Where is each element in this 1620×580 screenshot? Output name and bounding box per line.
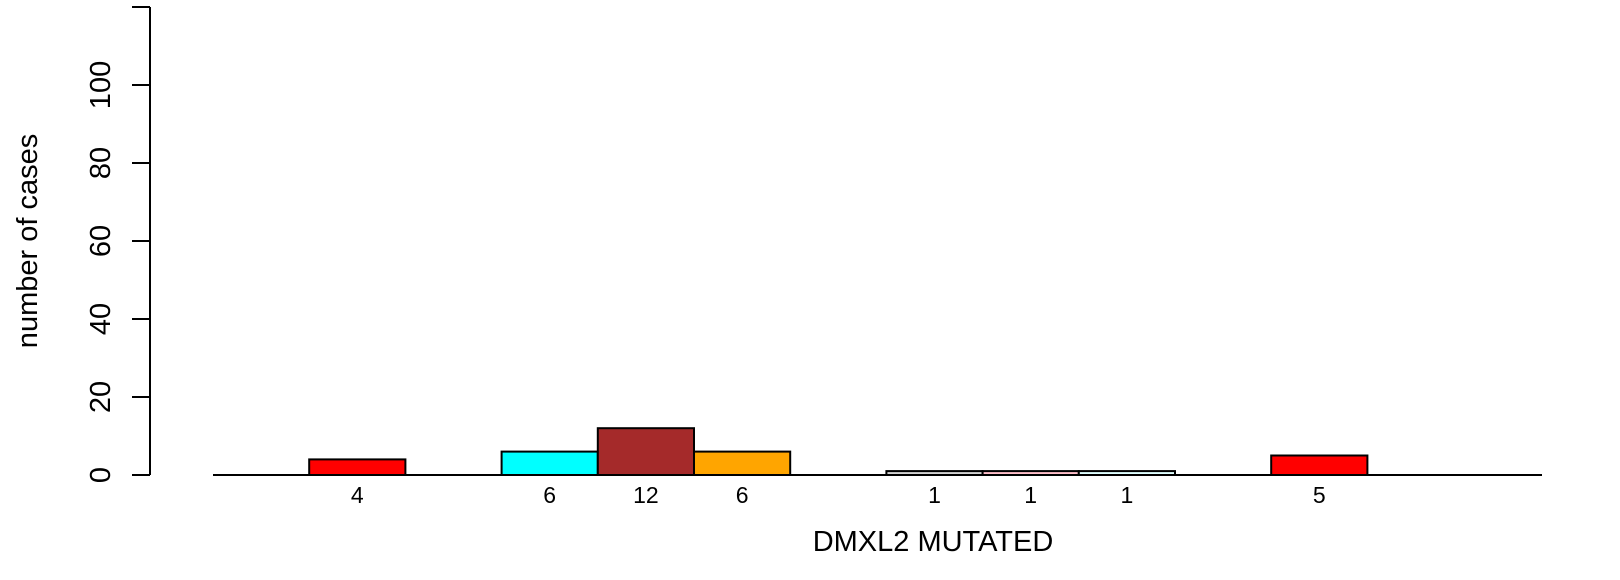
bar-value-label: 4 (351, 482, 364, 508)
y-tick-label: 100 (85, 61, 117, 109)
bar (308, 458, 407, 476)
bar (1270, 454, 1369, 476)
bar (500, 450, 599, 477)
y-tick-label: 60 (85, 225, 117, 257)
bar-labels: 4 6 12 6 1 1 1 5 (351, 482, 1326, 508)
bar (596, 427, 695, 477)
y-tick-label: 40 (85, 303, 117, 335)
bar (885, 470, 984, 477)
bar (1077, 470, 1177, 477)
bar-value-label: 1 (928, 482, 941, 508)
bar (693, 450, 792, 477)
y-tick-label: 0 (85, 467, 117, 483)
bar-value-label: 5 (1313, 482, 1326, 508)
bar-value-label: 6 (543, 482, 556, 508)
y-tick-label: 20 (85, 381, 117, 413)
x-axis-label: DMXL2 MUTATED (813, 526, 1054, 558)
y-axis-ticks: 0 20 40 60 80 100 (85, 6, 150, 483)
bar-value-label: 6 (736, 482, 749, 508)
bar-value-label: 12 (633, 482, 659, 508)
bar-value-label: 1 (1024, 482, 1037, 508)
bars (308, 427, 1369, 477)
bar-value-label: 1 (1121, 482, 1134, 508)
y-axis-label: number of cases (12, 134, 44, 348)
bar (981, 470, 1080, 477)
y-tick-label: 80 (85, 147, 117, 179)
